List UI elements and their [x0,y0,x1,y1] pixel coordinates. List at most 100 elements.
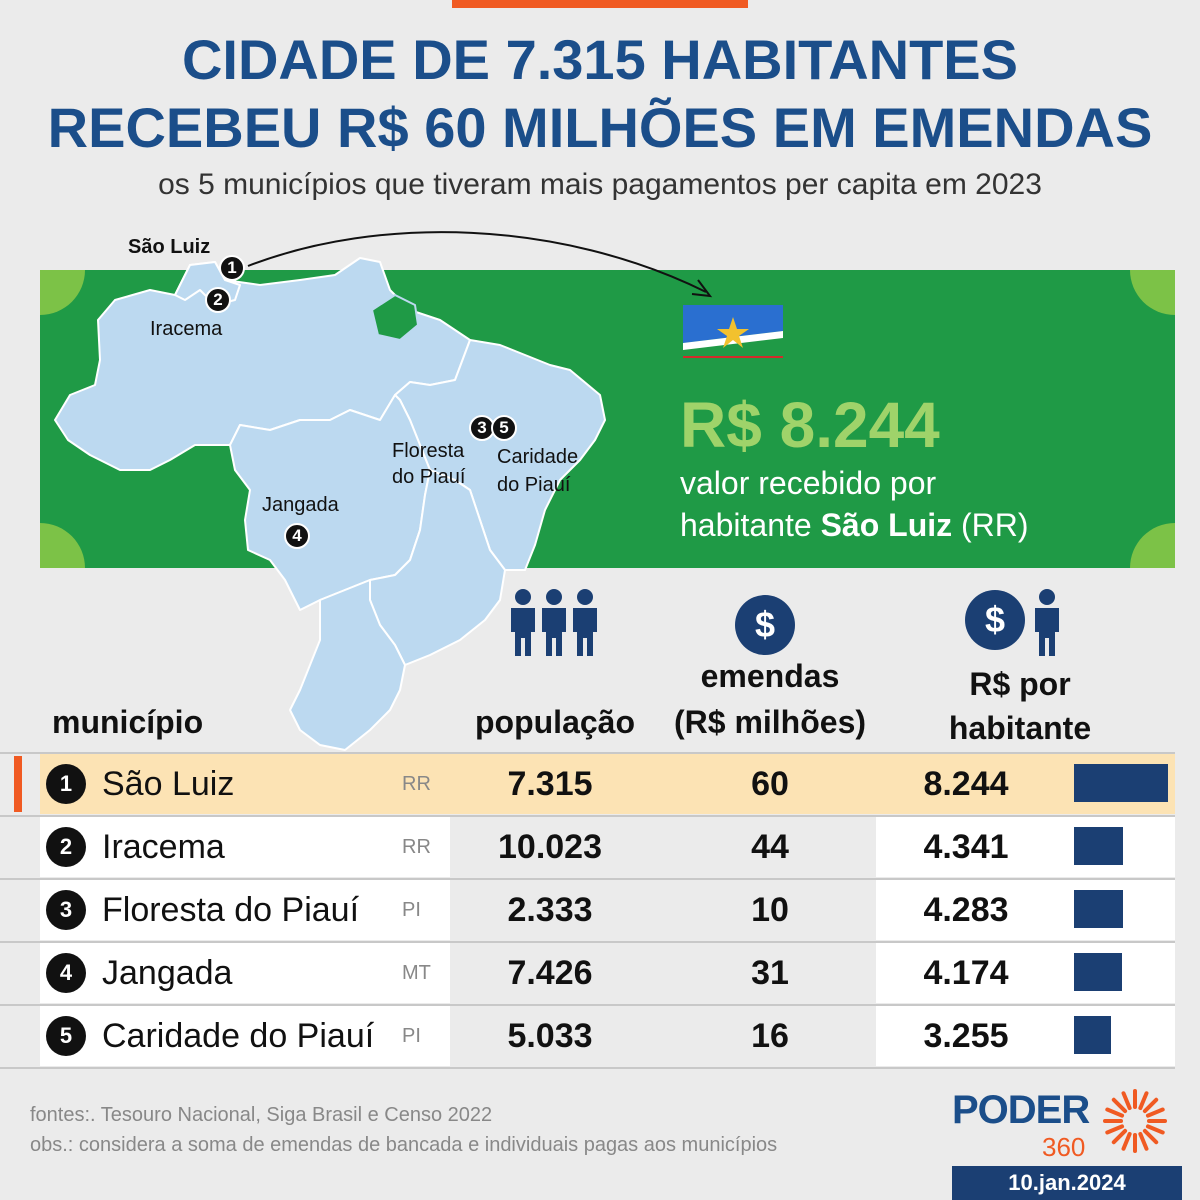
rank-badge: 1 [46,764,86,804]
sun-ray [1111,1097,1128,1114]
arrow-head [691,279,713,298]
svg-text:$: $ [755,604,775,645]
column-header-municipio: município [52,704,204,740]
column-header-per-2: habitante [948,710,1092,746]
sun-ray [1145,1124,1165,1135]
cell-populacao: 7.426 [507,953,593,992]
footer-sources: fontes:. Tesouro Nacional, Siga Brasil e… [30,1104,493,1126]
cell-per-habitante: 8.244 [923,764,1009,803]
caption-line-1: valor recebido por [680,465,937,501]
map-label-caridade-1: Caridade [497,446,579,468]
uf-label: PI [402,898,421,921]
map-label-caridade-2: do Piauí [497,474,571,496]
brazil-map [54,231,713,751]
cell-populacao: 5.033 [507,1016,593,1055]
municipio-name: Jangada [102,953,233,992]
sun-ray [1138,1131,1149,1151]
cell-emendas: 31 [751,953,789,992]
cell-populacao: 2.333 [507,890,593,929]
people-icon [511,589,597,656]
arrow-to-flag [247,231,707,293]
sun-logo-icon [1103,1089,1167,1153]
dollar-icon: $ [735,595,795,655]
municipio-name: Iracema [102,827,225,866]
cell-populacao: 7.315 [507,764,593,803]
row-separator [0,1067,1175,1069]
cell-municipio: 3 Floresta do Piauí PI [40,880,450,940]
map-region-south [289,579,406,751]
row-separator [0,878,1175,880]
top-accent-bar [452,0,748,8]
map-region-amapa [371,294,419,341]
caption-city: São Luiz [820,507,953,543]
table-row: 5 Caridade do Piauí PI 5.033 16 3.255 [40,1006,1175,1066]
caption-suffix: (RR) [952,507,1029,543]
table-row: 2 Iracema RR 10.023 44 4.341 [40,817,1175,877]
map-label-iracema: Iracema [150,318,223,340]
highlight-value: R$ 8.244 [680,389,940,461]
cell-per-habitante: 4.283 [876,880,1056,940]
sun-ray [1145,1107,1165,1118]
uf-label: PI [402,1024,421,1047]
map-label-jangada: Jangada [262,494,339,516]
cell-per-habitante: 3.255 [876,1006,1056,1066]
rank-badge: 3 [46,890,86,930]
map-label-sao-luiz: São Luiz [128,236,211,258]
caption-prefix: habitante [680,507,821,543]
per-capita-bar [1074,953,1122,991]
highlight-caption: valor recebido por habitante São Luiz (R… [680,462,1120,546]
date-badge: 10.jan.2024 [952,1166,1182,1200]
rank-badge: 4 [46,953,86,993]
rank-badge: 5 [46,1016,86,1056]
subtitle: os 5 municípios que tiveram mais pagamen… [158,168,1042,201]
cell-per-habitante: 4.341 [876,817,1056,877]
cell-municipio: 2 Iracema RR [40,817,450,877]
row-separator [0,1004,1175,1006]
per-capita-bar [1074,764,1168,802]
row-separator [0,941,1175,943]
sun-ray [1142,1097,1159,1114]
cell-municipio: 4 Jangada MT [40,943,450,1003]
column-header-per-1: R$ por [969,666,1071,702]
column-header-populacao: população [474,704,635,740]
cell-emendas: 16 [751,1016,789,1055]
row-separator [0,815,1175,817]
cell-per-habitante: 4.174 [876,943,1056,1003]
municipio-name: Caridade do Piauí [102,1016,375,1055]
uf-label: MT [402,961,431,984]
poder-logo-360: 360 [1042,1132,1086,1162]
title-line-1: CIDADE DE 7.315 HABITANTES [181,28,1018,91]
sun-ray [1105,1107,1125,1118]
table-row: 3 Floresta do Piauí PI 2.333 10 4.283 [40,880,1175,940]
table-row: 4 Jangada MT 7.426 31 4.174 [40,943,1175,1003]
cell-emendas: 60 [751,764,789,803]
cell-emendas: 44 [751,827,789,866]
sun-ray [1138,1091,1149,1111]
municipio-name: Floresta do Piauí [102,890,360,929]
poder-logo: PODER [952,1088,1090,1132]
column-header-emendas-1: emendas [700,658,840,694]
column-header-emendas-2: (R$ milhões) [673,704,867,740]
per-capita-bar [1074,1016,1111,1054]
cell-emendas: 10 [751,890,789,929]
sun-ray [1121,1091,1132,1111]
table-row: 1 São Luiz RR 7.315 60 8.244 [40,754,1175,814]
municipio-name: São Luiz [102,764,235,803]
cell-populacao: 10.023 [498,827,602,866]
map-pin-5: 5 [491,415,517,441]
title-line-2: RECEBEU R$ 60 MILHÕES EM EMENDAS [47,96,1153,159]
per-capita-bar [1074,827,1123,865]
uf-label: RR [402,835,431,858]
roraima-flag [683,305,783,371]
row-separator [0,752,1175,754]
per-capita-bar [1074,890,1123,928]
map-pin-1: 1 [219,255,245,281]
sun-ray [1105,1124,1125,1135]
money-per-person-icon: $ [965,589,1059,656]
highlight-marker [14,756,22,812]
sun-ray [1142,1128,1159,1145]
map-region-southeast [369,469,506,666]
map-pin-2: 2 [205,287,231,313]
cell-municipio: 5 Caridade do Piauí PI [40,1006,450,1066]
footer-note: obs.: considera a soma de emendas de ban… [30,1134,778,1156]
